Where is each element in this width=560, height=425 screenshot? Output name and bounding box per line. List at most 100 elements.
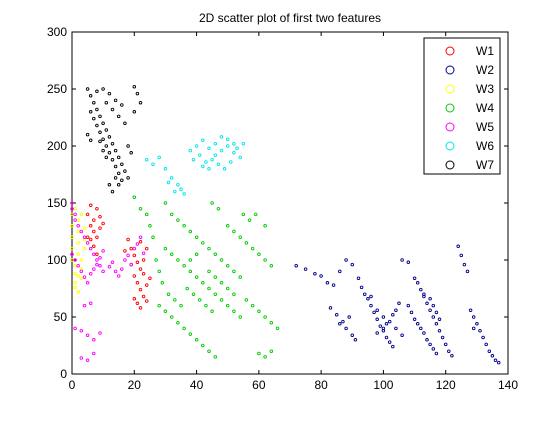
data-point xyxy=(79,276,84,280)
data-point xyxy=(123,249,127,253)
data-point xyxy=(213,275,218,279)
data-point xyxy=(85,241,90,245)
data-point xyxy=(92,218,96,222)
data-point xyxy=(95,252,99,257)
data-point xyxy=(210,201,214,205)
legend-label: W2 xyxy=(476,63,494,77)
data-point xyxy=(210,157,214,162)
data-point xyxy=(95,235,99,239)
data-point xyxy=(132,274,137,278)
data-point xyxy=(73,258,77,262)
data-point xyxy=(98,331,102,335)
data-point xyxy=(366,297,370,301)
data-point xyxy=(110,107,115,112)
data-point xyxy=(176,320,180,325)
data-point xyxy=(92,244,96,249)
data-point xyxy=(73,206,77,211)
data-point xyxy=(88,138,93,143)
data-point xyxy=(419,287,423,292)
data-point xyxy=(82,275,87,279)
data-point xyxy=(381,315,386,319)
data-points xyxy=(70,84,501,365)
data-point xyxy=(104,128,109,132)
data-point xyxy=(188,229,193,234)
data-point xyxy=(263,224,267,228)
data-point xyxy=(201,164,205,169)
data-point xyxy=(132,195,137,200)
data-point xyxy=(138,240,143,244)
data-point xyxy=(481,335,485,340)
data-point xyxy=(116,171,121,176)
data-point xyxy=(73,281,77,285)
data-point xyxy=(182,224,186,228)
data-point xyxy=(244,241,249,245)
data-point xyxy=(135,301,140,306)
data-point xyxy=(169,315,174,319)
data-point xyxy=(138,235,143,239)
legend-box xyxy=(423,37,501,175)
data-point xyxy=(182,192,186,196)
data-point xyxy=(157,269,161,274)
data-point xyxy=(294,263,298,268)
data-point xyxy=(107,265,112,269)
data-point xyxy=(238,235,242,239)
data-point xyxy=(107,135,112,139)
data-point xyxy=(263,258,267,262)
data-point xyxy=(303,267,308,271)
data-point xyxy=(126,237,130,242)
data-point xyxy=(135,260,140,265)
data-point xyxy=(166,180,171,185)
data-point xyxy=(141,258,146,262)
data-point xyxy=(328,306,333,310)
legend-marker xyxy=(445,65,455,75)
data-point xyxy=(188,148,193,153)
data-point xyxy=(79,356,84,360)
data-point xyxy=(85,358,90,363)
data-point xyxy=(163,309,168,314)
data-point xyxy=(73,212,77,217)
data-point xyxy=(185,286,189,291)
data-point xyxy=(359,285,364,290)
data-point xyxy=(166,292,171,296)
y-tick-label: 150 xyxy=(47,196,67,210)
data-point xyxy=(132,84,137,89)
data-point xyxy=(238,155,242,160)
data-point xyxy=(450,354,454,358)
data-point xyxy=(263,355,267,359)
data-point xyxy=(425,301,429,306)
data-point xyxy=(229,160,233,164)
data-point xyxy=(204,303,208,308)
data-point xyxy=(225,137,230,141)
data-point xyxy=(104,100,109,105)
data-point xyxy=(194,252,199,257)
data-point xyxy=(107,91,112,96)
data-point xyxy=(101,221,105,226)
data-point xyxy=(232,151,236,155)
legend-label: W7 xyxy=(476,158,494,172)
data-point xyxy=(104,155,109,160)
data-point xyxy=(129,262,133,267)
data-point xyxy=(141,251,146,255)
data-point xyxy=(82,303,87,308)
data-point xyxy=(120,178,124,182)
data-point xyxy=(141,271,146,276)
data-point xyxy=(76,274,80,278)
data-point xyxy=(400,333,404,337)
data-point xyxy=(434,351,439,356)
data-point xyxy=(144,212,149,217)
data-point xyxy=(412,276,417,280)
y-tick-label: 250 xyxy=(47,82,67,96)
x-tick-label: 140 xyxy=(498,378,518,392)
data-point xyxy=(465,269,470,274)
data-point xyxy=(76,290,80,294)
data-point xyxy=(369,294,373,299)
data-point xyxy=(182,263,186,268)
data-point xyxy=(490,354,495,358)
data-point xyxy=(88,237,93,242)
data-point xyxy=(88,271,93,276)
data-point xyxy=(443,342,448,347)
data-point xyxy=(232,269,236,274)
legend: W1 W2 W3 W4 W5 W6 W7 xyxy=(423,37,501,175)
data-point xyxy=(397,301,401,306)
data-point xyxy=(247,218,252,222)
